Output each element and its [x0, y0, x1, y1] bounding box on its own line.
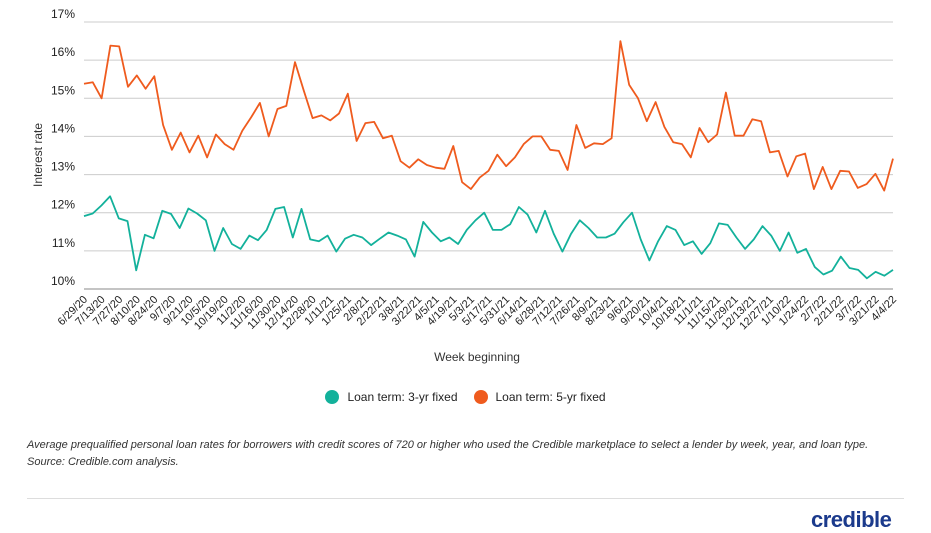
line-chart: 10% 11% 12% 13% 14% 15% 16% 17% 6/29/207/13/207…: [31, 7, 899, 364]
divider: [27, 498, 904, 499]
y-tick-label: 12%: [51, 198, 75, 212]
series-lines: [83, 40, 894, 280]
y-tick-label: 17%: [51, 7, 75, 21]
chart-caption: Average prequalified personal loan rates…: [27, 439, 869, 468]
credible-logo[interactable]: credible: [811, 507, 892, 532]
series-line-3yr: [83, 195, 894, 280]
legend-item-3yr: Loan term: 3-yr fixed: [325, 390, 458, 404]
gridlines: [84, 21, 893, 290]
x-tick-labels: 6/29/207/13/207/27/208/10/208/24/209/7/2…: [56, 294, 899, 333]
legend: Loan term: 3-yr fixed Loan term: 5-yr fi…: [0, 390, 931, 404]
legend-swatch-3yr: [325, 390, 340, 404]
y-tick-label: 15%: [51, 83, 75, 97]
series-line-5yr: [83, 40, 894, 192]
legend-label-5yr: Loan term: 5-yr fixed: [495, 390, 606, 404]
y-axis-title: Interest rate: [31, 123, 45, 187]
y-tick-label: 11%: [52, 236, 75, 250]
y-tick-label: 16%: [51, 45, 75, 59]
y-tick-labels: 10% 11% 12% 13% 14% 15% 16% 17%: [51, 7, 75, 288]
y-tick-label: 10%: [51, 274, 75, 288]
legend-item-5yr: Loan term: 5-yr fixed: [473, 390, 606, 404]
legend-label-3yr: Loan term: 3-yr fixed: [347, 390, 458, 404]
y-tick-label: 13%: [51, 160, 75, 174]
legend-swatch-5yr: [473, 390, 488, 404]
y-tick-label: 14%: [51, 121, 75, 135]
x-axis-title: Week beginning: [434, 350, 520, 364]
